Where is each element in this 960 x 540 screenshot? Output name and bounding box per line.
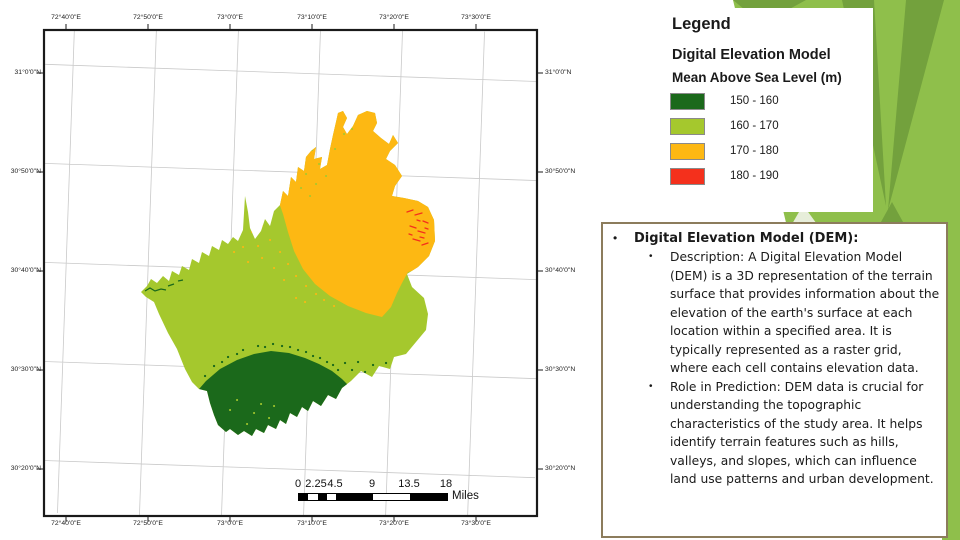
scalebar-tick: 9	[368, 478, 376, 490]
scalebar-segment	[336, 494, 373, 500]
axis-label-lon-bottom: 73°20'0"E	[379, 520, 409, 527]
notes-bullet-text: Description: A Digital Elevation Model (…	[670, 250, 940, 375]
axis-label-lat-right: 30°20'0"N	[545, 465, 576, 472]
west-tail-marks	[144, 279, 184, 292]
axis-ticks	[37, 24, 543, 522]
axis-label-lon-top: 73°10'0"E	[297, 14, 327, 21]
scalebar-segment	[326, 494, 336, 500]
axis-label-lat-left: 30°30'0"N	[10, 366, 41, 373]
legend-swatch	[670, 93, 705, 110]
notes-panel: • Digital Elevation Model (DEM): • Descr…	[601, 222, 948, 538]
scalebar	[298, 493, 448, 501]
axis-label-lat-right: 30°30'0"N	[545, 366, 576, 373]
axis-label-lon-bottom: 72°40'0"E	[51, 520, 81, 527]
scalebar-tick: 4.5	[327, 478, 343, 490]
notes-bullet-row: • Description: A Digital Elevation Model…	[649, 248, 942, 378]
axis-label-lon-top: 72°50'0"E	[133, 14, 163, 21]
scalebar-unit: Miles	[452, 490, 479, 502]
legend-class-label: 180 - 190	[730, 170, 779, 182]
scalebar-segment	[308, 494, 318, 500]
bullet-icon: •	[649, 251, 653, 262]
legend-title: Legend	[672, 15, 731, 33]
scalebar-segment	[410, 494, 447, 500]
notes-bullet-text: Role in Prediction: DEM data is crucial …	[670, 379, 934, 487]
scalebar-segment	[299, 494, 309, 500]
scalebar-segment	[317, 494, 327, 500]
legend-swatch	[670, 143, 705, 160]
legend-class-label: 160 - 170	[730, 120, 779, 132]
legend-swatch	[670, 168, 705, 185]
speckles-darkgreen	[203, 342, 388, 381]
legend-class-label: 170 - 180	[730, 145, 779, 157]
axis-label-lon-top: 73°30'0"E	[461, 14, 491, 21]
legend-class-label: 150 - 160	[730, 95, 779, 107]
axis-label-lon-top: 72°40'0"E	[51, 14, 81, 21]
notes-heading: Digital Elevation Model (DEM):	[634, 231, 859, 246]
legend-item: 180 - 190	[670, 168, 870, 185]
axis-label-lon-top: 73°0'0"E	[216, 14, 244, 21]
dem-zone-180-190-marks	[406, 209, 429, 246]
axis-label-lon-bottom: 73°0'0"E	[216, 520, 244, 527]
notes-heading-row: • Digital Elevation Model (DEM):	[605, 229, 942, 248]
map-frame	[42, 28, 539, 518]
bullet-icon: •	[613, 231, 618, 245]
axis-label-lon-bottom: 73°10'0"E	[297, 520, 327, 527]
legend-panel: Legend Digital Elevation Model Mean Abov…	[655, 8, 873, 212]
bullet-icon: •	[649, 380, 653, 392]
legend-item: 150 - 160	[670, 93, 870, 110]
axis-label-lon-bottom: 72°50'0"E	[133, 520, 163, 527]
axis-label-lat-right: 31°0'0"N	[545, 69, 572, 76]
axis-label-lat-left: 31°0'0"N	[14, 69, 41, 76]
axis-label-lat-left: 30°50'0"N	[10, 168, 41, 175]
legend-swatch	[670, 118, 705, 135]
scalebar-tick: 0	[294, 478, 302, 490]
scalebar-segment	[373, 494, 410, 500]
axis-label-lat-right: 30°50'0"N	[545, 168, 576, 175]
scalebar-tick: 18	[439, 478, 453, 490]
axis-label-lat-right: 30°40'0"N	[545, 267, 576, 274]
dem-map	[37, 24, 543, 522]
axis-label-lat-left: 30°40'0"N	[10, 267, 41, 274]
axis-label-lon-top: 73°20'0"E	[379, 14, 409, 21]
legend-item: 170 - 180	[670, 143, 870, 160]
notes-bullet-row: • Role in Prediction: DEM data is crucia…	[649, 378, 942, 489]
legend-item: 160 - 170	[670, 118, 870, 135]
scalebar-tick: 2.25	[305, 478, 327, 490]
legend-field-label: Mean Above Sea Level (m)	[672, 70, 842, 85]
scalebar-tick: 13.5	[398, 478, 420, 490]
axis-label-lon-bottom: 73°30'0"E	[461, 520, 491, 527]
facet-dark-right-arm	[888, 0, 944, 210]
axis-label-lat-left: 30°20'0"N	[10, 465, 41, 472]
legend-layer-name: Digital Elevation Model	[672, 47, 831, 63]
